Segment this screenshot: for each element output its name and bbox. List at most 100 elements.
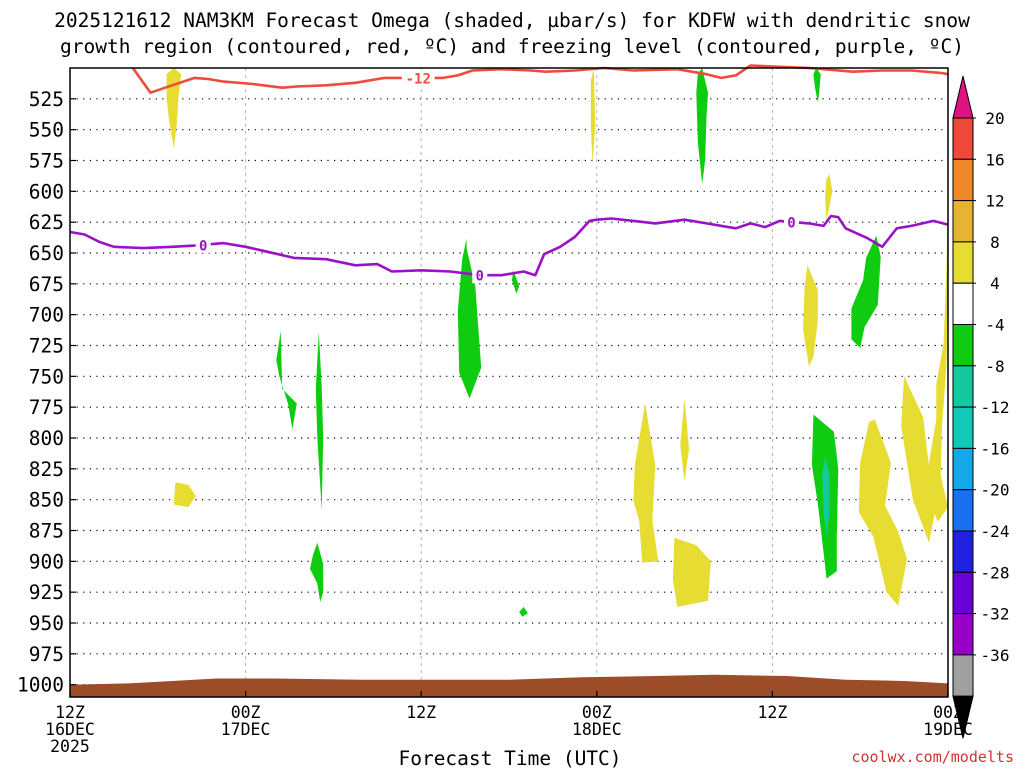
freezing-contour-label-2: 0: [787, 215, 795, 231]
colorbar-swatch-7: [952, 365, 974, 408]
colorbar-swatch-1: [952, 613, 974, 656]
colorbar-high-triangle: [952, 75, 974, 119]
omega-region-3: [315, 331, 324, 510]
colorbar-swatch-11: [952, 200, 974, 243]
omega-region-7: [519, 607, 528, 617]
dgz-contour-label-0: -12: [406, 71, 431, 87]
chart-title-line-1: 2025121612 NAM3KM Forecast Omega (shaded…: [54, 9, 970, 32]
colorbar-label-0: 20: [985, 109, 1004, 128]
colorbar-label-7: -12: [981, 398, 1010, 417]
freezing-contour-label-0: 0: [199, 238, 207, 254]
colorbar-label-6: -8: [985, 357, 1004, 376]
plot-frame: [69, 67, 949, 698]
omega-region-21: [929, 191, 948, 522]
y-tick-label-975: 975: [29, 643, 64, 666]
x-tick-label-12-1: 00Z: [231, 703, 261, 722]
y-tick-label-950: 950: [29, 612, 64, 635]
y-tick-label-525: 525: [29, 88, 64, 111]
omega-region-2: [276, 330, 297, 430]
omega-region-8: [590, 68, 596, 163]
temperature-contours: -12 0 0 0: [69, 64, 949, 285]
colorbar-swatch-12: [952, 158, 974, 202]
freezing-contour-label-1: 0: [476, 269, 484, 285]
x-tick-label-36-1: 00Z: [582, 703, 612, 722]
omega-region-14: [813, 68, 821, 103]
colorbar-low-triangle: [952, 695, 974, 739]
colorbar-label-5: -4: [985, 316, 1004, 335]
gridlines: [70, 68, 948, 697]
omega-region-1: [173, 482, 196, 508]
colorbar-label-9: -20: [981, 481, 1010, 500]
freezing-contour-line: [69, 214, 949, 277]
colorbar-swatch-3: [952, 530, 974, 573]
x-tick-label-0-1: 12Z: [55, 703, 85, 722]
freezing-contour-label-bg-0: [195, 236, 211, 253]
colorbar-swatch-13: [952, 117, 974, 160]
colorbar-swatch-4: [952, 489, 974, 532]
x-tick-label-0-2: 16DEC: [45, 720, 95, 739]
colorbar-label-4: 4: [990, 274, 1000, 293]
dgz-contour-line: [131, 64, 949, 94]
dgz-contour-label-bg-0: [401, 69, 435, 86]
omega-shaded-regions: [166, 68, 948, 617]
pressure-axis: 525 550 575 600 625 650 675 700 725 750 775 800 825 8…: [17, 88, 76, 697]
x-tick-label-24-1: 12Z: [406, 703, 436, 722]
colorbar-swatch-6: [952, 406, 974, 449]
y-tick-label-925: 925: [29, 581, 64, 604]
colorbar-swatch-2: [952, 571, 974, 615]
y-tick-label-575: 575: [29, 150, 64, 173]
omega-region-18: [851, 235, 881, 348]
x-axis-label: Forecast Time (UTC): [398, 747, 621, 768]
colorbar-label-3: 8: [990, 233, 1000, 252]
omega-region-11: [672, 537, 711, 607]
omega-region-9: [633, 403, 659, 563]
colorbar-label-1: 16: [985, 150, 1004, 169]
colorbar-swatch-5: [952, 447, 974, 491]
y-tick-label-775: 775: [29, 396, 64, 419]
omega-region-19: [858, 419, 907, 606]
omega-region-13: [803, 265, 818, 367]
omega-region-5: [457, 238, 482, 399]
y-tick-label-650: 650: [29, 242, 64, 265]
x-tick-label-48-1: 12Z: [757, 703, 787, 722]
x-tick-label-36-2: 18DEC: [572, 720, 622, 739]
colorbar-swatch-9: [952, 282, 974, 326]
omega-region-15: [825, 174, 833, 221]
colorbar-label-13: -36: [981, 646, 1010, 665]
y-tick-label-875: 875: [29, 520, 64, 543]
y-tick-label-800: 800: [29, 427, 64, 450]
omega-region-20: [901, 376, 937, 543]
colorbar-label-10: -24: [981, 522, 1010, 541]
omega-region-17: [822, 456, 830, 537]
y-tick-label-550: 550: [29, 119, 64, 142]
freezing-contour-label-bg-1: [472, 267, 488, 284]
omega-region-0: [166, 68, 182, 149]
terrain-fill: [70, 674, 948, 697]
chart-title-line-2: growth region (contoured, red, ºC) and f…: [60, 35, 964, 58]
y-tick-label-1000: 1000: [17, 674, 64, 697]
colorbar-swatch-10: [952, 241, 974, 284]
y-tick-label-850: 850: [29, 489, 64, 512]
colorbar-label-11: -28: [981, 563, 1010, 582]
y-tick-label-750: 750: [29, 365, 64, 388]
terrain-ground: [70, 674, 948, 697]
y-tick-label-900: 900: [29, 550, 64, 573]
colorbar-legend: 20 16 12 8 4 -4 -8 -12 -16 -20 -24 -28 -32 -36: [952, 75, 1010, 739]
omega-region-4: [310, 542, 324, 602]
colorbar-swatch-0: [952, 654, 974, 697]
credit-link[interactable]: coolwx.com/modelts: [851, 748, 1014, 766]
y-tick-label-825: 825: [29, 458, 64, 481]
colorbar-label-2: 12: [985, 192, 1004, 211]
freezing-contour-label-bg-2: [783, 213, 799, 230]
omega-region-10: [680, 398, 689, 482]
colorbar-label-8: -16: [981, 439, 1010, 458]
y-tick-label-625: 625: [29, 211, 64, 234]
x-tick-label-0-3: 2025: [50, 737, 90, 756]
omega-region-12: [696, 68, 708, 184]
colorbar-label-12: -32: [981, 605, 1010, 624]
colorbar-swatch-8: [952, 324, 974, 367]
y-tick-label-675: 675: [29, 273, 64, 296]
x-tick-label-12-2: 17DEC: [221, 720, 271, 739]
